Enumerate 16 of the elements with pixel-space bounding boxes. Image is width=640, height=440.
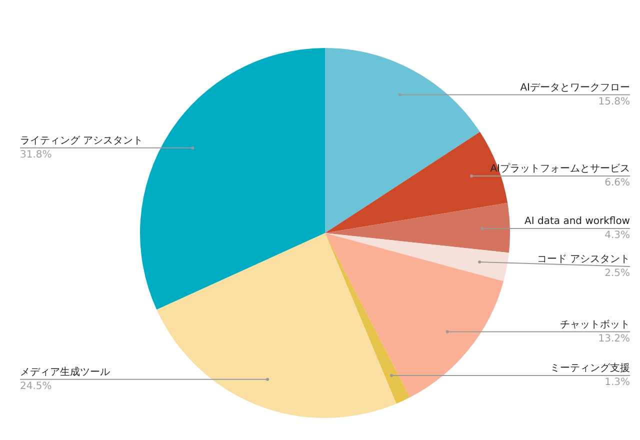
slice-label: AIプラットフォームとサービス [490, 162, 630, 175]
slice-label: AI data and workflow [524, 216, 630, 228]
slice-label: メディア生成ツール [20, 366, 110, 378]
data-label: 13.2% [598, 333, 630, 344]
data-label: 6.6% [604, 178, 630, 189]
data-label: 15.8% [598, 96, 630, 108]
data-label: 2.5% [604, 268, 630, 280]
data-label: 1.3% [604, 377, 630, 388]
slice-label: ミーティング支援 [550, 362, 630, 374]
data-label: 24.5% [20, 380, 52, 392]
slice-label: チャットボット [560, 319, 630, 330]
data-label: 31.8% [20, 150, 52, 160]
data-label: 4.3% [604, 230, 630, 242]
slice-label: AIデータとワークフロー [520, 82, 630, 94]
slice-label: コード アシスタント [536, 254, 630, 266]
slice-label: ライティング アシスタント [20, 136, 144, 146]
